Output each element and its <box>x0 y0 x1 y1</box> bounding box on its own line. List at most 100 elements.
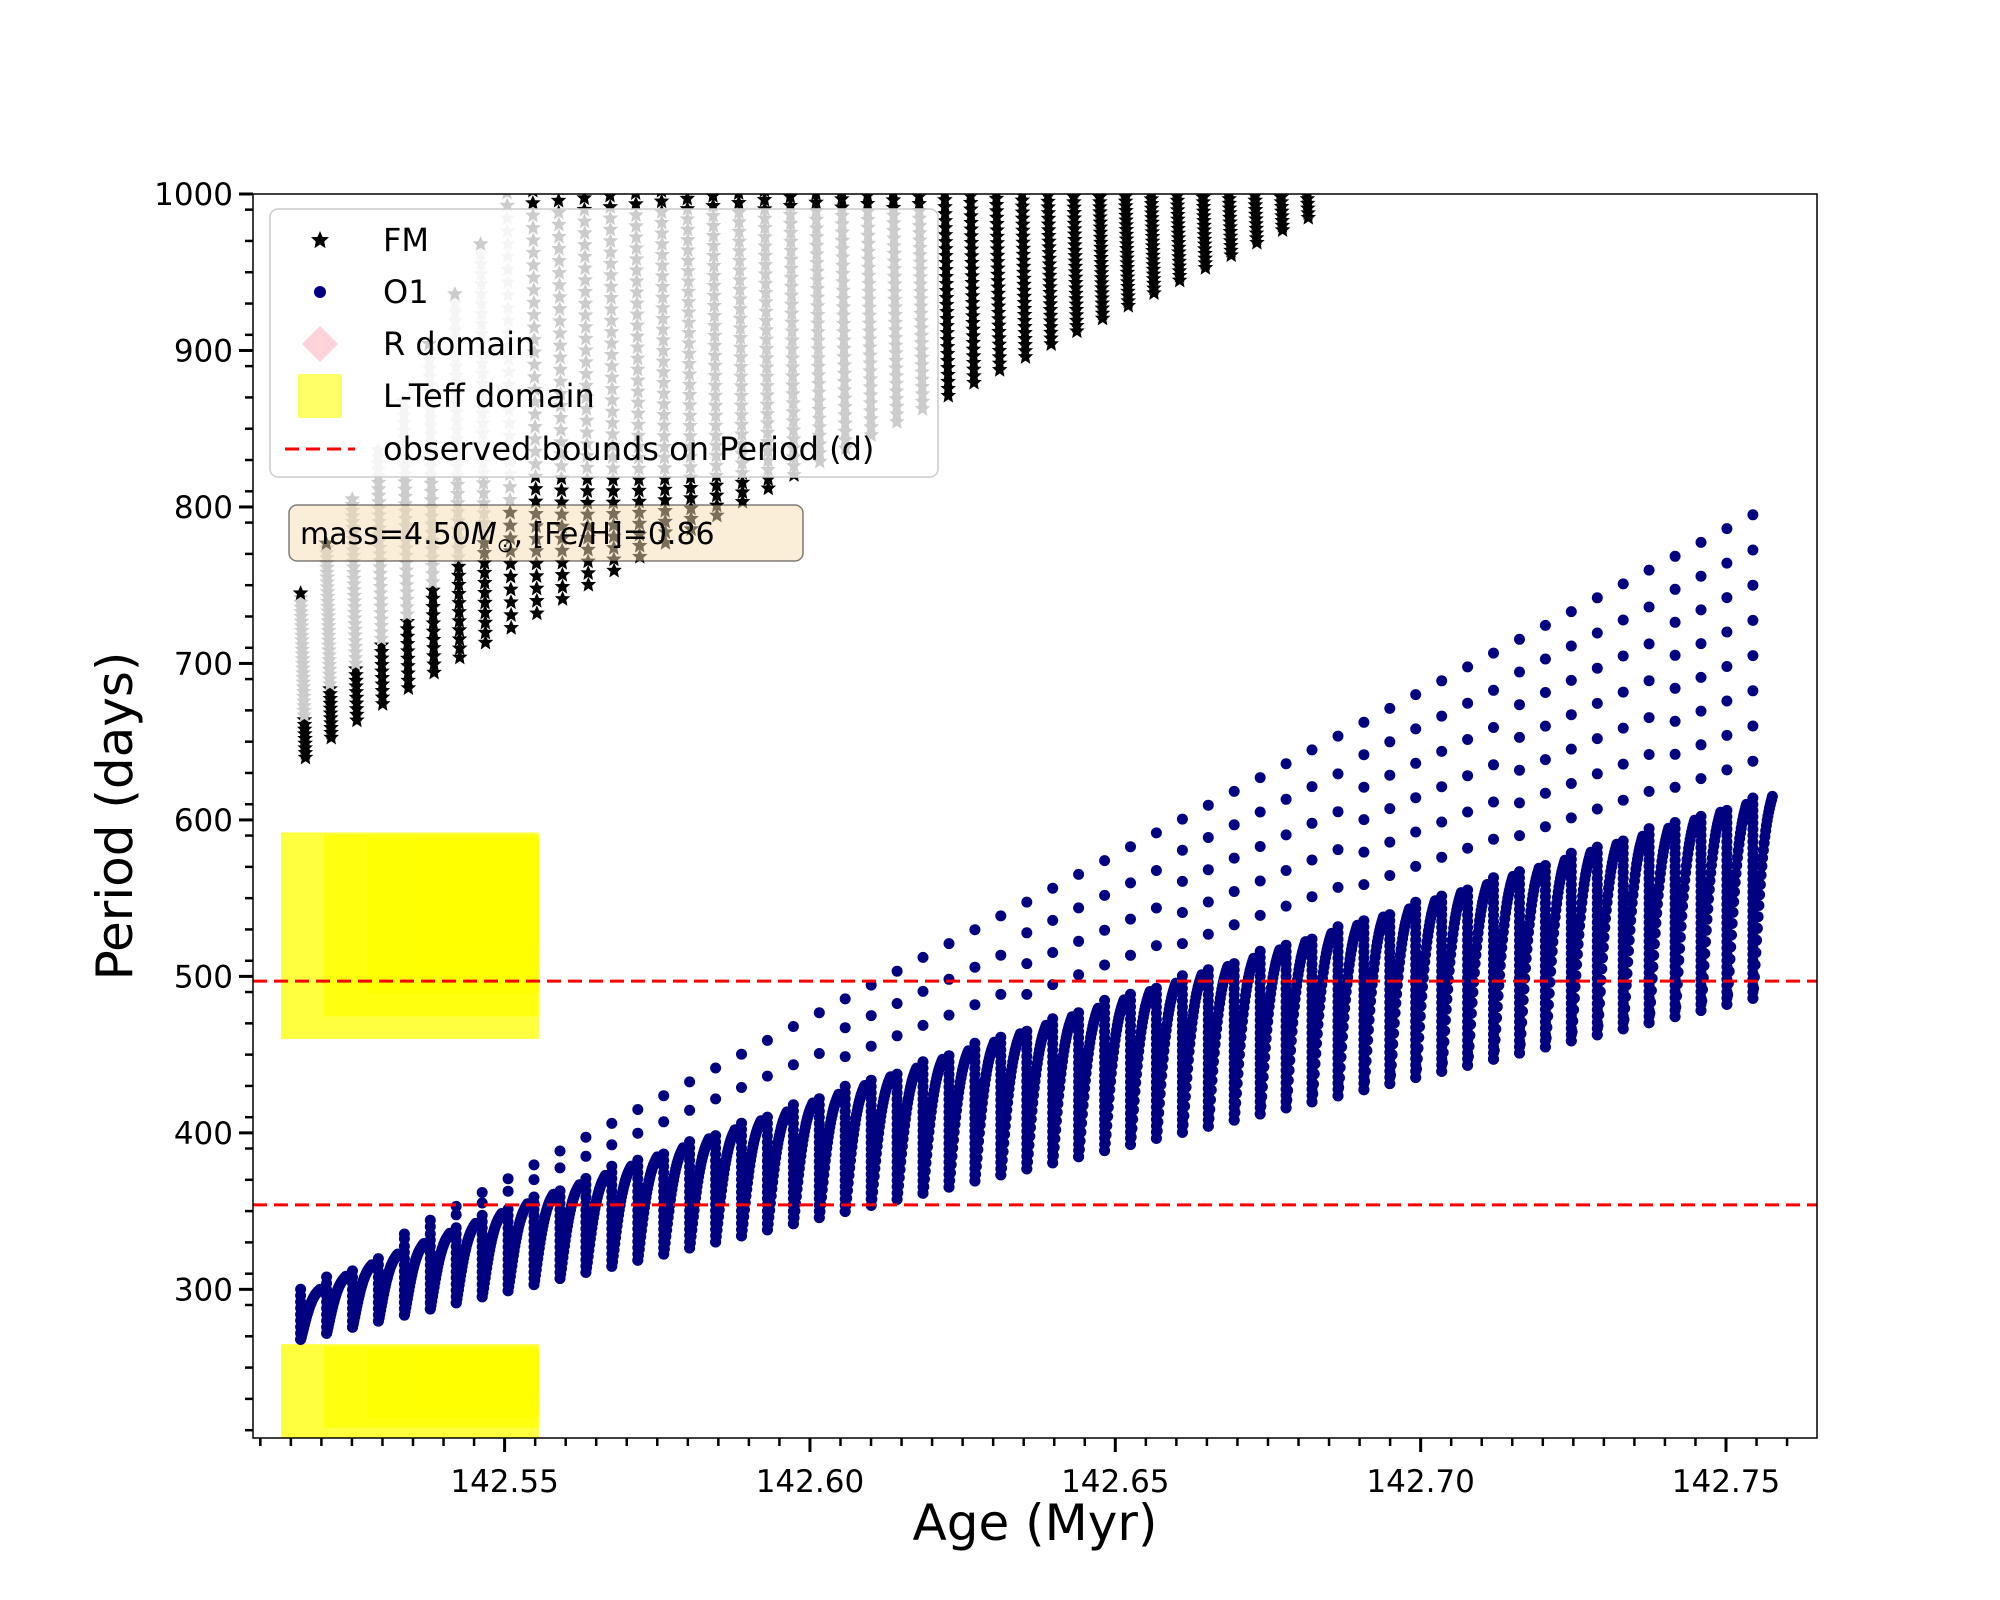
o1-point <box>1669 583 1681 595</box>
fm-point <box>756 164 772 179</box>
fm-point <box>859 140 875 155</box>
fm-point <box>808 177 824 192</box>
o1-loop <box>684 1076 715 1254</box>
o1-loop <box>1591 592 1623 1041</box>
o1-point <box>1228 785 1240 797</box>
fm-point <box>1091 159 1107 174</box>
fm-point <box>1220 149 1236 164</box>
o1-point <box>1150 940 1162 952</box>
o1-point <box>917 951 929 963</box>
fm-point <box>1091 143 1107 158</box>
o1-point <box>1539 687 1551 698</box>
o1-point <box>658 1148 670 1160</box>
fm-point <box>1117 160 1133 175</box>
fm-point <box>1299 172 1315 187</box>
o1-point <box>1228 852 1240 864</box>
fm-point <box>1014 194 1030 196</box>
fm-point <box>1168 155 1184 170</box>
fm-point <box>653 140 669 155</box>
fm-point <box>1221 172 1237 187</box>
o1-point <box>865 1074 877 1086</box>
o1-point <box>1254 875 1266 887</box>
o1-point <box>1695 570 1707 582</box>
o1-point <box>580 1150 592 1162</box>
o1-point <box>1462 770 1474 782</box>
fm-point <box>1040 165 1056 180</box>
o1-point <box>1643 785 1655 797</box>
o1-point <box>450 1222 462 1234</box>
o1-point <box>1488 684 1499 696</box>
o1-point <box>1228 958 1240 970</box>
o1-loop <box>1539 619 1571 1053</box>
o1-point <box>1721 523 1733 535</box>
o1-point <box>1565 778 1577 789</box>
o1-point <box>450 1209 462 1221</box>
fm-point <box>1014 150 1030 165</box>
o1-point <box>1280 900 1292 912</box>
o1-point <box>865 1010 877 1022</box>
fm-point <box>1014 162 1030 177</box>
o1-point <box>1176 907 1188 918</box>
o1-point <box>1280 758 1292 770</box>
o1-point <box>1591 697 1603 709</box>
fm-point <box>1039 142 1055 157</box>
o1-point <box>1202 864 1214 876</box>
fm-point <box>859 156 875 171</box>
o1-loop <box>1358 716 1389 1096</box>
o1-point <box>917 985 929 997</box>
fm-point <box>1195 194 1211 195</box>
o1-point <box>580 1131 592 1143</box>
observed-bounds-lines <box>253 979 1817 1207</box>
fm-point <box>859 164 875 179</box>
o1-point <box>398 1228 410 1240</box>
o1-point <box>1591 803 1603 815</box>
fm-point <box>756 155 772 170</box>
o1-point <box>1073 969 1085 981</box>
o1-loop <box>1488 647 1519 1065</box>
o1-point <box>1747 509 1759 521</box>
o1-point <box>1332 806 1344 818</box>
fm-point <box>679 149 695 164</box>
fm-point <box>1014 144 1030 159</box>
o1-point <box>1677 891 1689 903</box>
fm-point <box>937 171 953 186</box>
o1-point <box>528 1191 540 1203</box>
fm-point <box>1298 149 1314 164</box>
o1-point <box>1384 909 1396 921</box>
o1-point <box>1280 939 1292 951</box>
o1-point <box>710 1093 722 1105</box>
o1-point <box>1073 902 1085 914</box>
fm-point <box>1221 177 1237 192</box>
o1-point <box>1488 647 1499 659</box>
legend-label: observed bounds on Period (d) <box>383 430 874 468</box>
fm-point <box>1040 176 1056 191</box>
fm-point <box>1245 141 1261 156</box>
fm-point <box>1065 151 1081 166</box>
o1-point <box>1539 619 1551 631</box>
o1-point <box>1617 686 1629 698</box>
o1-point <box>658 1116 670 1128</box>
fm-point <box>1117 151 1133 166</box>
fm-point <box>962 148 978 163</box>
fm-point <box>1246 150 1262 165</box>
o1-point <box>1306 891 1318 903</box>
fm-point <box>833 141 849 156</box>
o1-point <box>1747 650 1759 662</box>
o1-point <box>1565 709 1577 721</box>
o1-point <box>891 1068 903 1080</box>
o1-point <box>684 1104 696 1116</box>
o1-loop <box>736 1048 767 1242</box>
o1-loop <box>1228 785 1260 1126</box>
fm-point <box>499 172 515 187</box>
o1-point <box>1462 697 1474 709</box>
o1-point <box>554 1145 566 1157</box>
fm-point <box>1142 140 1158 155</box>
fm-point <box>834 174 850 189</box>
o1-point <box>891 965 903 977</box>
o1-point <box>969 999 981 1011</box>
fm-point <box>550 194 567 196</box>
o1-point <box>1410 896 1422 908</box>
fm-point <box>885 154 901 169</box>
lteff-domain-regions <box>281 832 539 1438</box>
o1-point <box>1591 733 1603 745</box>
